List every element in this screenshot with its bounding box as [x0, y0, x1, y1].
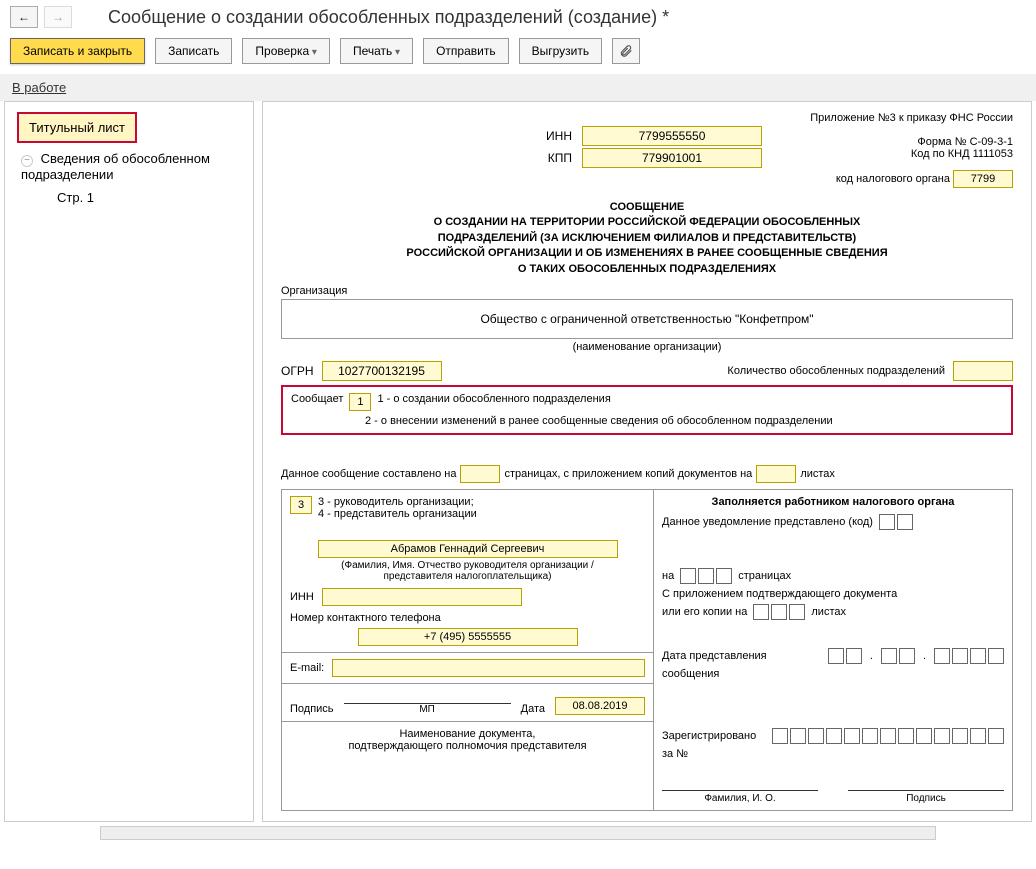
- auth-date-label: Дата представления: [662, 650, 767, 662]
- pages-field[interactable]: [460, 465, 500, 483]
- inn2-label: ИНН: [290, 591, 314, 603]
- tree-expand-icon[interactable]: −: [21, 155, 33, 167]
- signer-column: 3 3 - руководитель организации; 4 - пред…: [281, 490, 653, 811]
- pages-suffix: листах: [800, 468, 835, 480]
- print-button[interactable]: Печать: [340, 38, 413, 64]
- ogrn-field[interactable]: 1027700132195: [322, 361, 442, 381]
- nav-forward-button[interactable]: →: [44, 6, 72, 28]
- document-title: СООБЩЕНИЕ О СОЗДАНИИ НА ТЕРРИТОРИИ РОССИ…: [281, 200, 1013, 277]
- phone-field[interactable]: +7 (495) 5555555: [358, 628, 578, 646]
- kpp-label: КПП: [532, 151, 572, 165]
- save-button[interactable]: Записать: [155, 38, 232, 64]
- count-field[interactable]: [953, 361, 1013, 381]
- kpp-field[interactable]: 779901001: [582, 148, 762, 168]
- attach-button[interactable]: [612, 38, 640, 64]
- inn2-field[interactable]: [322, 588, 522, 606]
- report-value-field[interactable]: 1: [349, 393, 371, 411]
- doc-name-caption2: подтверждающего полномочия представителя: [290, 740, 645, 752]
- tree-page-1[interactable]: Стр. 1: [51, 186, 247, 209]
- email-field[interactable]: [332, 659, 645, 677]
- org-caption: (наименование организации): [281, 341, 1013, 353]
- save-close-button[interactable]: Записать и закрыть: [10, 38, 145, 64]
- tree-panel: Титульный лист − Сведения об обособленно…: [4, 101, 254, 822]
- auth-sheets-label: листах: [811, 606, 846, 618]
- report-label: Сообщает: [291, 393, 343, 405]
- attach-pages-field[interactable]: [756, 465, 796, 483]
- sig-type-opt1: 3 - руководитель организации;: [318, 496, 645, 508]
- export-button[interactable]: Выгрузить: [519, 38, 603, 64]
- fio-caption: (Фамилия, Имя. Отчество руководителя орг…: [290, 560, 645, 582]
- pages-mid: страницах, с приложением копий документо…: [504, 468, 752, 480]
- tree-subdivisions[interactable]: Сведения об обособленном подразделении: [21, 151, 210, 182]
- auth-presented-label: Данное уведомление представлено (код): [662, 516, 873, 528]
- fio-field[interactable]: Абрамов Геннадий Сергеевич: [318, 540, 618, 558]
- authority-column: Заполняется работником налогового органа…: [653, 490, 1013, 811]
- phone-label: Номер контактного телефона: [290, 612, 645, 624]
- nav-back-button[interactable]: ←: [10, 6, 38, 28]
- auth-fio-caption: Фамилия, И. О.: [662, 790, 818, 804]
- check-button[interactable]: Проверка: [242, 38, 330, 64]
- auth-sign-caption: Подпись: [848, 790, 1004, 804]
- sign-label: Подпись: [290, 703, 334, 715]
- sig-type-field[interactable]: 3: [290, 496, 312, 514]
- send-button[interactable]: Отправить: [423, 38, 509, 64]
- inn-field[interactable]: 7799555550: [582, 126, 762, 146]
- org-name-field[interactable]: Общество с ограниченной ответственностью…: [281, 299, 1013, 339]
- count-label: Количество обособленных подразделений: [727, 365, 945, 377]
- report-option-1: 1 - о создании обособленного подразделен…: [377, 393, 610, 405]
- auth-no-label: за №: [662, 748, 1004, 760]
- report-type-box: Сообщает 1 1 - о создании обособленного …: [281, 385, 1013, 435]
- doc-name-caption1: Наименование документа,: [290, 728, 645, 740]
- auth-on-label: на: [662, 570, 674, 582]
- report-option-2: 2 - о внесении изменений в ранее сообщен…: [365, 415, 1003, 427]
- ogrn-label: ОГРН: [281, 364, 314, 378]
- status-bar: В работе: [0, 74, 1036, 101]
- attachment-note: Приложение №3 к приказу ФНС России: [281, 112, 1013, 124]
- pages-prefix: Данное сообщение составлено на: [281, 468, 456, 480]
- horizontal-scrollbar[interactable]: [100, 826, 936, 840]
- date-field[interactable]: 08.08.2019: [555, 697, 645, 715]
- auth-attach-label: С приложением подтверждающего документа: [662, 588, 1004, 600]
- email-label: E-mail:: [290, 662, 324, 674]
- org-label: Организация: [281, 285, 1013, 297]
- tree-title-page[interactable]: Титульный лист: [17, 112, 137, 143]
- status-link[interactable]: В работе: [12, 80, 66, 95]
- auth-pages-label: страницах: [738, 570, 791, 582]
- window-title: Сообщение о создании обособленных подраз…: [108, 7, 669, 28]
- auth-copy-label: или его копии на: [662, 606, 747, 618]
- mp-caption: МП: [344, 704, 511, 715]
- auth-reg-label: Зарегистрировано: [662, 730, 756, 742]
- inn-label: ИНН: [532, 129, 572, 143]
- auth-msg-label: сообщения: [662, 668, 1004, 680]
- sig-type-opt2: 4 - представитель организации: [318, 508, 645, 520]
- tax-code-label: код налогового органа: [836, 173, 950, 185]
- date-label: Дата: [521, 703, 545, 715]
- tax-code-field[interactable]: 7799: [953, 170, 1013, 188]
- document-panel: Приложение №3 к приказу ФНС России ИНН 7…: [262, 101, 1032, 822]
- authority-title: Заполняется работником налогового органа: [662, 496, 1004, 508]
